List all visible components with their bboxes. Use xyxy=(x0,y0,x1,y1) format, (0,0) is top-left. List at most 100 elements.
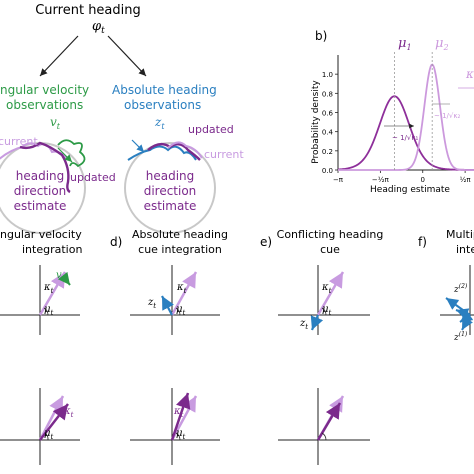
right-circle-line3: estimate xyxy=(144,199,197,213)
angular-obs-line1: ngular velocity xyxy=(0,83,89,97)
sigma1-label: ~ 1/√κ₁ xyxy=(392,134,418,142)
c-bottom-kappa-prev xyxy=(38,395,65,441)
c-bottom-angle-arc xyxy=(44,432,49,441)
e-top-z-vector xyxy=(310,314,324,331)
bottom-titles: ngular velocity integration d) Absolute … xyxy=(0,228,474,256)
e-bottom-angle-arc xyxy=(321,432,327,441)
left-circle-line1: heading xyxy=(16,169,65,183)
y-tick-label: 0.8 xyxy=(322,90,333,98)
c-top-angle-arc xyxy=(43,307,49,316)
density-curve-1 xyxy=(337,95,474,171)
v-symbol: vt xyxy=(50,115,61,131)
c-top-kappa-label: κt xyxy=(43,282,54,295)
phi-symbol: φt xyxy=(92,19,105,36)
d-top-mu-label: μt xyxy=(176,304,186,317)
d-top-kappa-vector xyxy=(170,271,198,316)
current-label-right: current xyxy=(204,148,244,161)
mu1-label: μ1 xyxy=(398,36,412,52)
panel-a: Current heading φt ngular velocity obser… xyxy=(0,3,244,234)
y-axis-label: Probability density xyxy=(311,80,321,164)
panel-e-title-line1: Conflicting heading xyxy=(277,228,384,241)
c-top-v-label: vt xyxy=(56,270,65,283)
c-top-v-vector xyxy=(57,271,71,286)
panel-d-title-line2: cue integration xyxy=(138,243,222,256)
panel-d-letter: d) xyxy=(110,235,122,249)
f-z-vector-b xyxy=(461,314,473,331)
panel-f-title-line2: integ xyxy=(456,243,474,256)
e-top-z-label: zt xyxy=(299,318,308,331)
panel-c-title-line1: ngular velocity xyxy=(0,228,82,241)
density-curve-2 xyxy=(338,63,474,171)
sigma2-label: ~ 1/√κ₂ xyxy=(434,112,460,120)
x-tick-label: −π xyxy=(333,176,344,184)
d-bottom-kappa-new xyxy=(170,392,191,441)
d-bottom-angle-arc xyxy=(175,432,181,441)
x-tick-label: −½π xyxy=(372,176,390,184)
panel-e-letter: e) xyxy=(260,235,272,249)
y-tick-label: 0.0 xyxy=(322,167,333,175)
current-heading-title: Current heading xyxy=(35,3,141,18)
e-top-angle-arc xyxy=(321,307,327,316)
c-bottom-mu-label: μt xyxy=(44,428,54,441)
right-current-bump xyxy=(167,141,203,159)
panel-c: κt vt μt κt μt xyxy=(0,265,80,465)
d-bottom-kappa-prev xyxy=(170,395,198,441)
y-tick-label: 1.0 xyxy=(322,71,333,79)
x-ticks: −π −½π 0 ½π xyxy=(333,170,471,184)
right-circle-line1: heading xyxy=(146,169,195,183)
absolute-obs-line1: Absolute heading xyxy=(112,83,217,97)
density-curves xyxy=(337,63,474,171)
green-arrow xyxy=(57,147,73,163)
y-tick-label: 0.4 xyxy=(322,129,334,137)
x-axis-label: Heading estimate xyxy=(370,185,450,195)
angular-obs-line2: observations xyxy=(6,98,83,112)
panel-f-letter: f) xyxy=(418,235,427,249)
panel-f: z(2) z(1) xyxy=(440,265,474,343)
absolute-obs-line2: observations xyxy=(124,98,201,112)
right-updated-bump xyxy=(147,142,201,161)
c-bottom-kappa-new xyxy=(39,403,69,441)
y-ticks: 1.0 0.8 0.6 0.4 0.2 0.0 xyxy=(322,71,338,175)
current-label-left: current xyxy=(0,135,38,148)
f-z2-vector xyxy=(445,297,471,316)
arrow-to-angular xyxy=(39,35,79,77)
kappa-partial-label: κ xyxy=(465,67,474,81)
d-bottom-kappa-label: κt xyxy=(173,406,184,419)
right-circle-line2: direction xyxy=(144,184,197,198)
y-tick-label: 0.6 xyxy=(322,110,334,118)
panel-b-chart: b) Probability density 1.0 0.8 0.6 0.4 0.2 0.… xyxy=(311,29,474,195)
e-bottom-kappa-new xyxy=(316,402,342,441)
d-top-angle-arc xyxy=(175,307,181,316)
left-updated-bump xyxy=(19,141,71,194)
right-estimate-circle xyxy=(124,142,216,234)
blue-arrow xyxy=(131,139,145,153)
d-top-kappa-label: κt xyxy=(176,282,187,295)
x-tick-label: ½π xyxy=(460,176,472,184)
panel-e-title-line2: cue xyxy=(320,243,340,256)
y-tick-label: 0.2 xyxy=(322,148,333,156)
c-top-mu-label: μt xyxy=(44,304,54,317)
panel-f-title-line1: Multiple h xyxy=(446,228,474,241)
updated-label-left: updated xyxy=(70,171,116,184)
e-top-mu-label: μt xyxy=(322,304,332,317)
panel-d-title-line1: Absolute heading xyxy=(132,228,228,241)
d-top-z-vector xyxy=(161,295,174,316)
panel-c-title-line2: integration xyxy=(22,243,82,256)
x-tick-label: 0 xyxy=(421,176,425,184)
left-circle-line3: estimate xyxy=(14,199,67,213)
panel-b-letter: b) xyxy=(315,29,327,43)
updated-label-right: updated xyxy=(188,123,234,136)
d-bottom-mu-label: μt xyxy=(176,428,186,441)
e-top-kappa-label: κt xyxy=(321,282,332,295)
f-z1-label: z(1) xyxy=(453,331,468,343)
panel-e: κt zt μt xyxy=(278,265,370,465)
left-circle-line2: direction xyxy=(14,184,67,198)
f-z2-label: z(2) xyxy=(453,283,468,295)
mu2-label: μ2 xyxy=(435,36,449,52)
left-green-observation xyxy=(57,139,86,168)
d-top-z-label: zt xyxy=(147,297,156,310)
z-symbol: zt xyxy=(154,115,165,131)
panel-d: κt zt μt κt μt xyxy=(130,265,220,465)
c-bottom-kappa-label: κt xyxy=(63,406,74,419)
